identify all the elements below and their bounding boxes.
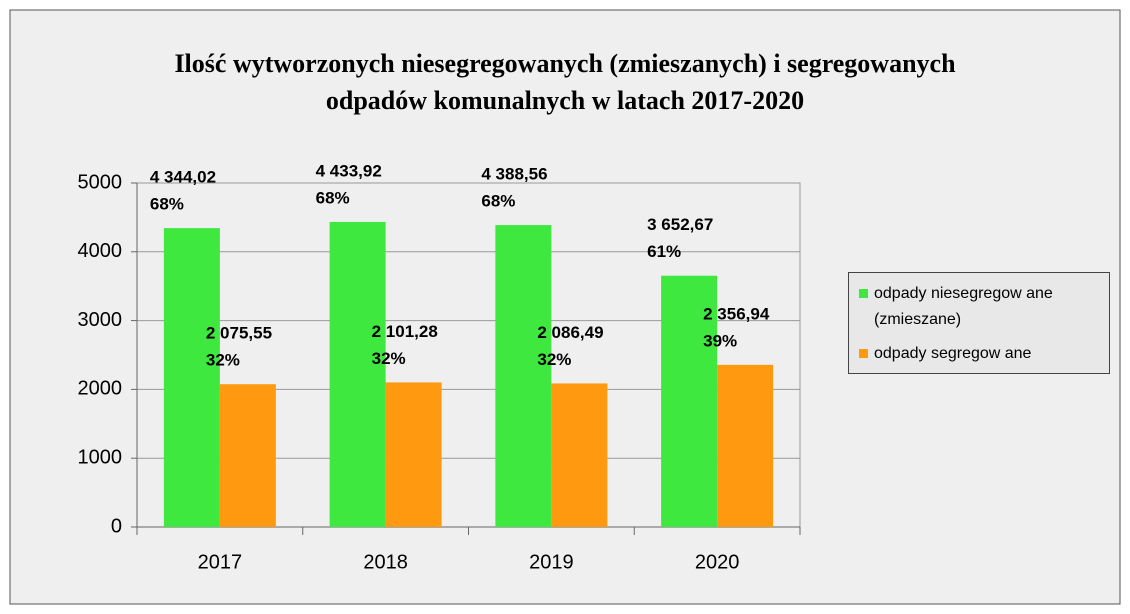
y-tick-label: 4000 [78, 240, 123, 262]
data-label: 2 086,49 [537, 323, 603, 342]
share-label: 32% [206, 351, 240, 370]
data-label: 4 344,02 [150, 168, 216, 187]
share-label: 32% [372, 349, 406, 368]
data-label: 3 652,67 [647, 215, 713, 234]
y-tick-label: 2000 [78, 378, 123, 400]
chart-subtitle: odpadów komunalnych w latach 2017-2020 [326, 86, 804, 115]
legend: odpady niesegregow ane (zmieszane) odpady… [848, 272, 1110, 374]
bar [717, 364, 774, 527]
y-tick-label: 1000 [78, 446, 123, 468]
legend-label: odpady segregow ane [874, 345, 1032, 362]
bar [495, 225, 552, 527]
share-label: 68% [150, 195, 184, 214]
share-label: 32% [537, 350, 571, 369]
share-label: 39% [703, 331, 737, 350]
bar [219, 384, 276, 527]
bar [661, 275, 718, 527]
legend-item: odpady niesegregow ane (zmieszane) [859, 281, 1099, 333]
share-label: 61% [647, 242, 681, 261]
data-label: 4 433,92 [316, 161, 382, 180]
legend-item: odpady segregow ane [859, 341, 1099, 367]
data-label: 2 075,55 [206, 324, 272, 343]
bar [163, 228, 220, 528]
x-tick-label: 2019 [529, 551, 574, 573]
y-tick-label: 3000 [78, 309, 123, 331]
bar [385, 382, 442, 527]
y-tick-label: 0 [111, 515, 122, 537]
bar [329, 221, 386, 528]
legend-swatch [859, 289, 868, 298]
chart-title: Ilość wytworzonych niesegregowanych (zmi… [174, 49, 956, 78]
data-label: 4 388,56 [481, 165, 547, 184]
x-tick-label: 2017 [198, 551, 243, 573]
legend-label: odpady niesegregow ane (zmieszane) [874, 285, 1053, 328]
data-label: 2 101,28 [372, 322, 438, 341]
y-tick-label: 5000 [78, 171, 123, 193]
legend-swatch [859, 349, 868, 358]
data-label: 2 356,94 [703, 304, 770, 323]
share-label: 68% [481, 192, 515, 211]
share-label: 68% [316, 188, 350, 207]
x-tick-label: 2018 [363, 551, 408, 573]
x-tick-label: 2020 [695, 551, 740, 573]
bar [551, 383, 608, 527]
